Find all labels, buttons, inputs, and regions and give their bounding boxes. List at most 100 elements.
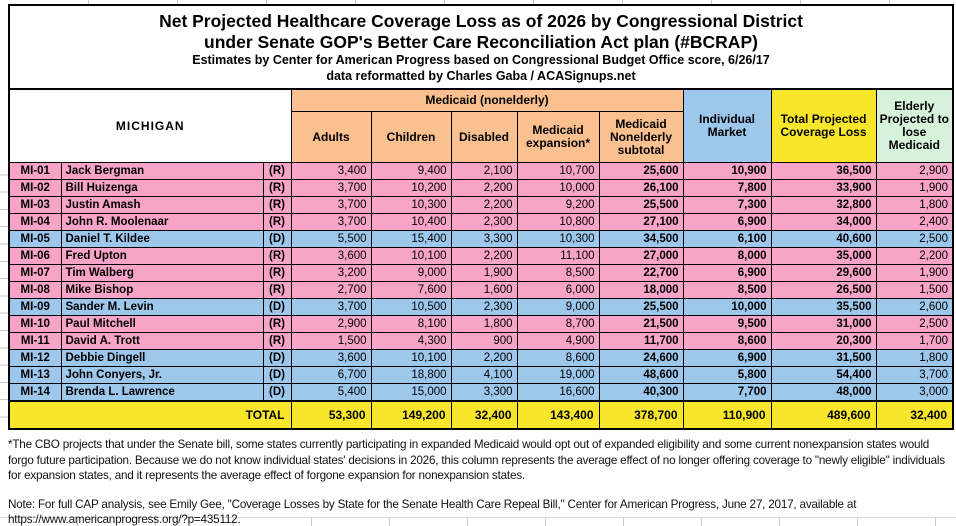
representative-name-cell: John R. Moolenaar (60, 213, 264, 231)
party-cell: (R) (262, 315, 292, 333)
value-cell: 6,900 (682, 213, 772, 231)
value-cell: 31,000 (770, 315, 877, 333)
district-rows: MI-01 Jack Bergman (R) 3,400 9,400 2,100 10,70… (8, 162, 954, 402)
column-header-medicaid-subtotal: Medicaid Nonelderly subtotal (598, 111, 684, 163)
representative-name-cell: Debbie Dingell (60, 349, 264, 367)
value-cell: 8,100 (370, 315, 452, 333)
value-cell: 10,000 (682, 298, 772, 316)
value-cell: 10,300 (516, 230, 600, 248)
column-header-adults: Adults (290, 111, 372, 163)
district-cell: MI-13 (8, 366, 62, 384)
value-cell: 8,500 (516, 264, 600, 282)
value-cell: 3,300 (450, 383, 518, 402)
sheet-gridlines-bottom (0, 517, 956, 526)
value-cell: 25,600 (598, 162, 684, 180)
district-cell: MI-14 (8, 383, 62, 402)
value-cell: 21,500 (598, 315, 684, 333)
value-cell: 54,400 (770, 366, 877, 384)
value-cell: 7,600 (370, 281, 452, 299)
value-cell: 1,500 (290, 332, 372, 350)
value-cell: 3,700 (290, 196, 372, 214)
table-row: MI-11 David A. Trott (R) 1,500 4,300 900 4,900… (8, 332, 954, 350)
page-title-line1: Net Projected Healthcare Coverage Loss a… (159, 11, 803, 31)
district-cell: MI-05 (8, 230, 62, 248)
representative-name-cell: Jack Bergman (60, 162, 264, 180)
value-cell: 11,100 (516, 247, 600, 265)
representative-name-cell: Sander M. Levin (60, 298, 264, 316)
value-cell: 34,000 (770, 213, 877, 231)
representative-name-cell: Mike Bishop (60, 281, 264, 299)
value-cell: 6,000 (516, 281, 600, 299)
table-row: MI-09 Sander M. Levin (D) 3,700 10,500 2,300 9… (8, 298, 954, 316)
value-cell: 1,600 (450, 281, 518, 299)
value-cell: 1,500 (875, 281, 954, 299)
party-cell: (D) (262, 349, 292, 367)
table-row: MI-13 John Conyers, Jr. (D) 6,700 18,800 4,10… (8, 366, 954, 384)
table-row: MI-07 Tim Walberg (R) 3,200 9,000 1,900 8,500 2… (8, 264, 954, 282)
value-cell: 7,800 (682, 179, 772, 197)
value-cell: 27,000 (598, 247, 684, 265)
value-cell: 1,900 (875, 179, 954, 197)
column-header-total-coverage-loss: Total Projected Coverage Loss (770, 88, 877, 163)
value-cell: 8,500 (682, 281, 772, 299)
representative-name-cell: John Conyers, Jr. (60, 366, 264, 384)
district-cell: MI-04 (8, 213, 62, 231)
value-cell: 2,900 (290, 315, 372, 333)
column-header-individual-market: Individual Market (682, 88, 772, 163)
value-cell: 8,700 (516, 315, 600, 333)
value-cell: 48,600 (598, 366, 684, 384)
value-cell: 31,500 (770, 349, 877, 367)
value-cell: 3,000 (875, 383, 954, 402)
value-cell: 9,200 (516, 196, 600, 214)
report-body: Net Projected Healthcare Coverage Loss a… (8, 4, 955, 526)
total-individual-market: 110,900 (682, 400, 772, 430)
column-header-disabled: Disabled (450, 111, 518, 163)
value-cell: 3,400 (290, 162, 372, 180)
total-expansion: 143,400 (516, 400, 600, 430)
party-cell: (R) (262, 213, 292, 231)
value-cell: 2,300 (450, 298, 518, 316)
total-disabled: 32,400 (450, 400, 518, 430)
value-cell: 10,500 (370, 298, 452, 316)
value-cell: 7,700 (682, 383, 772, 402)
value-cell: 900 (450, 332, 518, 350)
representative-name-cell: Daniel T. Kildee (60, 230, 264, 248)
value-cell: 8,600 (516, 349, 600, 367)
value-cell: 5,400 (290, 383, 372, 402)
representative-name-cell: Bill Huizenga (60, 179, 264, 197)
value-cell: 9,000 (370, 264, 452, 282)
value-cell: 26,500 (770, 281, 877, 299)
value-cell: 15,000 (370, 383, 452, 402)
value-cell: 2,200 (450, 349, 518, 367)
value-cell: 10,400 (370, 213, 452, 231)
district-cell: MI-01 (8, 162, 62, 180)
value-cell: 2,100 (450, 162, 518, 180)
representative-name-cell: Tim Walberg (60, 264, 264, 282)
value-cell: 9,000 (516, 298, 600, 316)
representative-name-cell: Paul Mitchell (60, 315, 264, 333)
value-cell: 10,900 (682, 162, 772, 180)
value-cell: 18,800 (370, 366, 452, 384)
column-header-children: Children (370, 111, 452, 163)
value-cell: 2,500 (875, 315, 954, 333)
value-cell: 36,500 (770, 162, 877, 180)
table-row: MI-02 Bill Huizenga (R) 3,700 10,200 2,200 10,… (8, 179, 954, 197)
footnote-expansion-methodology: *The CBO projects that under the Senate … (8, 438, 945, 482)
value-cell: 6,100 (682, 230, 772, 248)
value-cell: 15,400 (370, 230, 452, 248)
value-cell: 5,500 (290, 230, 372, 248)
footnotes: *The CBO projects that under the Senate … (8, 437, 950, 526)
value-cell: 1,800 (450, 315, 518, 333)
representative-name-cell: Brenda L. Lawrence (60, 383, 264, 402)
value-cell: 25,500 (598, 196, 684, 214)
district-cell: MI-10 (8, 315, 62, 333)
value-cell: 6,700 (290, 366, 372, 384)
value-cell: 3,700 (290, 298, 372, 316)
representative-name-cell: Justin Amash (60, 196, 264, 214)
value-cell: 1,700 (875, 332, 954, 350)
value-cell: 48,000 (770, 383, 877, 402)
column-group-medicaid-nonelderly: Medicaid (nonelderly) (290, 88, 684, 112)
column-header-elderly-medicaid: Elderly Projected to lose Medicaid (875, 88, 954, 163)
value-cell: 16,600 (516, 383, 600, 402)
value-cell: 10,200 (370, 179, 452, 197)
